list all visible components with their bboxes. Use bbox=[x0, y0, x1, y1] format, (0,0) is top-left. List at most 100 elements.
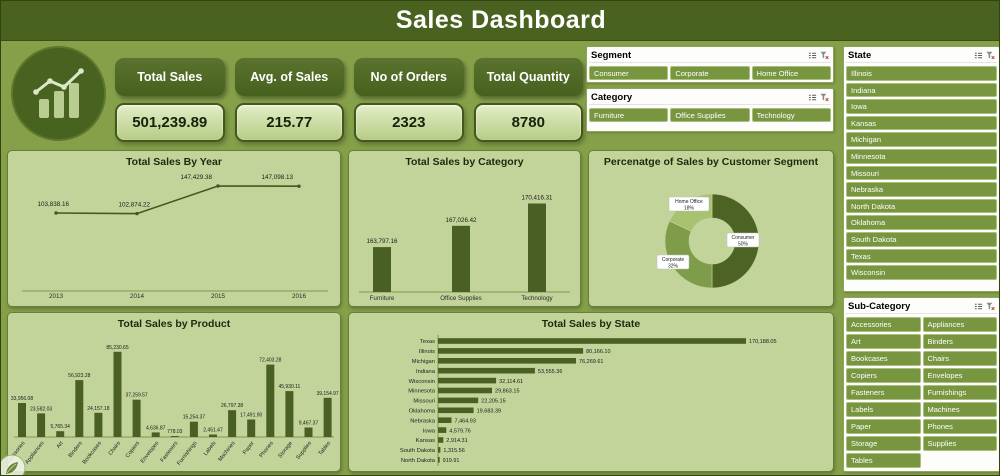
slicer-item-art[interactable]: Art bbox=[846, 334, 921, 349]
slicer-item-consumer[interactable]: Consumer bbox=[589, 66, 669, 80]
axis-label: Furnishings bbox=[176, 440, 198, 466]
value-label: 4,579.76 bbox=[449, 428, 470, 434]
slicer-item-tables[interactable]: Tables bbox=[846, 453, 921, 468]
slicer-item-bookcases[interactable]: Bookcases bbox=[846, 351, 921, 366]
slicer-item-south-dakota[interactable]: South Dakota bbox=[846, 231, 997, 247]
panel-total-sales-by-year: Total Sales By Year 103,838.16 2013 102,87… bbox=[7, 150, 341, 307]
chart-title: Total Sales by State bbox=[541, 318, 641, 330]
bar-accessories bbox=[18, 403, 26, 437]
value-label: 32,114.61 bbox=[499, 379, 523, 385]
slicer-item-fasteners[interactable]: Fasteners bbox=[846, 385, 921, 400]
slicer-item-home-office[interactable]: Home Office bbox=[751, 66, 831, 80]
slicer-item-texas[interactable]: Texas bbox=[846, 248, 997, 264]
segment-name: Consumer bbox=[731, 235, 754, 241]
slicer-item-envelopes[interactable]: Envelopes bbox=[922, 368, 997, 383]
value-label: 72,403.28 bbox=[259, 358, 281, 364]
axis-label: Storage bbox=[277, 441, 294, 460]
kpi-label: Avg. of Sales bbox=[234, 58, 344, 96]
value-label: 45,930.11 bbox=[278, 384, 300, 390]
slicer-item-nebraska[interactable]: Nebraska bbox=[846, 182, 997, 197]
state-slicer: State Illinois Indiana Iowa Kansas Michigan M… bbox=[843, 46, 999, 292]
slicer-item-technology[interactable]: Technology bbox=[751, 108, 831, 122]
bar-bookcases bbox=[94, 412, 103, 437]
segment-percent: 18% bbox=[684, 206, 695, 212]
slicer-item-storage[interactable]: Storage bbox=[846, 436, 921, 451]
bar-supplies bbox=[304, 427, 313, 437]
value-label: 33,956.08 bbox=[11, 396, 33, 402]
clear-filter-icon[interactable] bbox=[820, 51, 829, 60]
value-label: 167,026.42 bbox=[446, 217, 478, 224]
value-label: 778.03 bbox=[167, 429, 183, 435]
value-label: 80,166.10 bbox=[586, 349, 610, 355]
panel-total-sales-by-category: Total Sales by Category 163,797.16 Furnit… bbox=[348, 150, 581, 307]
axis-label: Labels bbox=[203, 440, 218, 457]
slicer-item-office-supplies[interactable]: Office Supplies bbox=[670, 108, 750, 122]
column-chart-category: 163,797.16 Furniture 167,026.42 Office Supp… bbox=[359, 194, 570, 302]
slicer-item-furniture[interactable]: Furniture bbox=[589, 108, 669, 122]
bar-tables bbox=[323, 397, 332, 437]
kpi-total-sales: Total Sales 501,239.89 bbox=[115, 58, 225, 142]
multiselect-icon[interactable] bbox=[974, 302, 983, 311]
multiselect-icon[interactable] bbox=[974, 51, 983, 60]
slicer-item-accessories[interactable]: Accessories bbox=[846, 317, 921, 332]
segment-name: Home Office bbox=[675, 199, 703, 205]
kpi-value: 501,239.89 bbox=[115, 103, 225, 142]
slicer-item-phones[interactable]: Phones bbox=[922, 419, 997, 434]
value-label: 147,098.13 bbox=[261, 174, 293, 181]
axis-label: South Dakota bbox=[400, 448, 436, 454]
slicer-item-machines[interactable]: Machines bbox=[922, 402, 997, 417]
slicer-item-michigan[interactable]: Michigan bbox=[846, 132, 997, 147]
value-label: 24,157.18 bbox=[87, 406, 109, 412]
bar-indiana bbox=[438, 367, 535, 374]
axis-label: Copiers bbox=[125, 440, 142, 459]
slicer-item-wisconsin[interactable]: Wisconsin bbox=[846, 265, 997, 280]
axis-label: 2016 bbox=[292, 293, 307, 300]
value-label: 170,416.31 bbox=[522, 194, 554, 201]
clear-filter-icon[interactable] bbox=[986, 51, 995, 60]
slicer-item-binders[interactable]: Binders bbox=[922, 334, 997, 349]
slicer-item-copiers[interactable]: Copiers bbox=[846, 368, 921, 383]
multiselect-icon[interactable] bbox=[808, 51, 817, 60]
bar-binders bbox=[75, 380, 84, 437]
slicer-item-north-dakota[interactable]: North Dakota bbox=[846, 198, 997, 214]
value-label: 147,429.38 bbox=[180, 174, 212, 181]
slicer-item-minnesota[interactable]: Minnesota bbox=[846, 148, 997, 164]
slicer-item-chairs[interactable]: Chairs bbox=[922, 351, 997, 366]
clear-filter-icon[interactable] bbox=[820, 93, 829, 102]
multiselect-icon[interactable] bbox=[808, 93, 817, 102]
slicer-item-oklahoma[interactable]: Oklahoma bbox=[846, 215, 997, 230]
value-label: 39,154.97 bbox=[316, 391, 338, 397]
bar-north-dakota bbox=[438, 457, 440, 463]
slicer-item-indiana[interactable]: Indiana bbox=[846, 82, 997, 98]
clear-filter-icon[interactable] bbox=[986, 302, 995, 311]
value-label: 163,797.16 bbox=[367, 238, 399, 245]
header-bar: Sales Dashboard bbox=[1, 1, 999, 41]
bar-furniture bbox=[373, 247, 391, 292]
slicer-item-supplies[interactable]: Supplies bbox=[922, 436, 997, 451]
bar-technology bbox=[528, 203, 546, 292]
value-label: 19,683.39 bbox=[477, 409, 501, 415]
axis-label: Office Supplies bbox=[440, 295, 482, 302]
chart-title: Total Sales by Category bbox=[405, 156, 524, 168]
axis-label: Envelopes bbox=[140, 440, 161, 464]
axis-label: Nebraska bbox=[410, 418, 436, 424]
slicer-item-furnishings[interactable]: Furnishings bbox=[922, 385, 997, 400]
slicer-item-illinois[interactable]: Illinois bbox=[846, 66, 997, 81]
value-label: 29,863.15 bbox=[495, 389, 519, 395]
slicer-item-labels[interactable]: Labels bbox=[846, 402, 921, 417]
slicer-item-paper[interactable]: Paper bbox=[846, 419, 921, 434]
slicer-item-missouri[interactable]: Missouri bbox=[846, 165, 997, 181]
slicer-item-list: Accessories Appliances Art Binders Bookcases… bbox=[846, 317, 997, 468]
slicer-item-iowa[interactable]: Iowa bbox=[846, 99, 997, 114]
slicer-item-appliances[interactable]: Appliances bbox=[922, 317, 997, 332]
axis-label: Appliances bbox=[24, 440, 45, 465]
value-label: 22,205.15 bbox=[481, 399, 505, 405]
axis-label: Wisconsin bbox=[409, 379, 435, 385]
slicer-item-corporate[interactable]: Corporate bbox=[670, 66, 750, 80]
slicer-item-kansas[interactable]: Kansas bbox=[846, 115, 997, 131]
kpi-no-of-orders: No of Orders 2323 bbox=[354, 58, 464, 142]
bar-chairs bbox=[113, 351, 122, 437]
